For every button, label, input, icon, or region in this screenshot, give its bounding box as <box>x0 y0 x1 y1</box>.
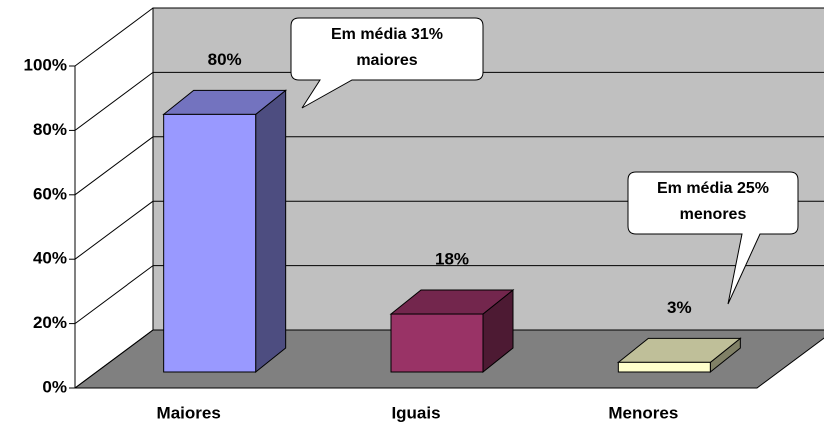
annotation: maiores <box>356 52 417 69</box>
value-label: 3% <box>667 298 692 317</box>
bar <box>390 313 484 373</box>
x-tick-label: Maiores <box>157 403 221 422</box>
x-tick-label: Menores <box>608 403 678 422</box>
y-tick-label: 80% <box>33 120 67 139</box>
grid-line-side <box>74 71 154 131</box>
value-label: 18% <box>435 250 469 269</box>
bar-side <box>255 89 287 374</box>
x-tick-label: Iguais <box>391 403 440 422</box>
grid-line-side <box>74 265 154 325</box>
grid-line-side <box>74 200 154 260</box>
y-tick-label: 20% <box>33 313 67 332</box>
y-tick-label: 60% <box>33 184 67 203</box>
annotation: Em média 25% <box>657 180 769 197</box>
y-tick-label: 0% <box>42 377 67 396</box>
grid-line-side <box>74 329 154 389</box>
bar <box>163 113 257 373</box>
grid-line-side <box>74 136 154 196</box>
y-tick-label: 100% <box>24 55 67 74</box>
grid-line-side <box>74 7 154 67</box>
callout <box>290 17 484 109</box>
y-tick-label: 40% <box>33 249 67 268</box>
annotation: menores <box>680 206 747 223</box>
callout <box>627 171 799 305</box>
bar <box>617 361 711 373</box>
annotation: Em média 31% <box>331 26 443 43</box>
value-label: 80% <box>208 50 242 69</box>
